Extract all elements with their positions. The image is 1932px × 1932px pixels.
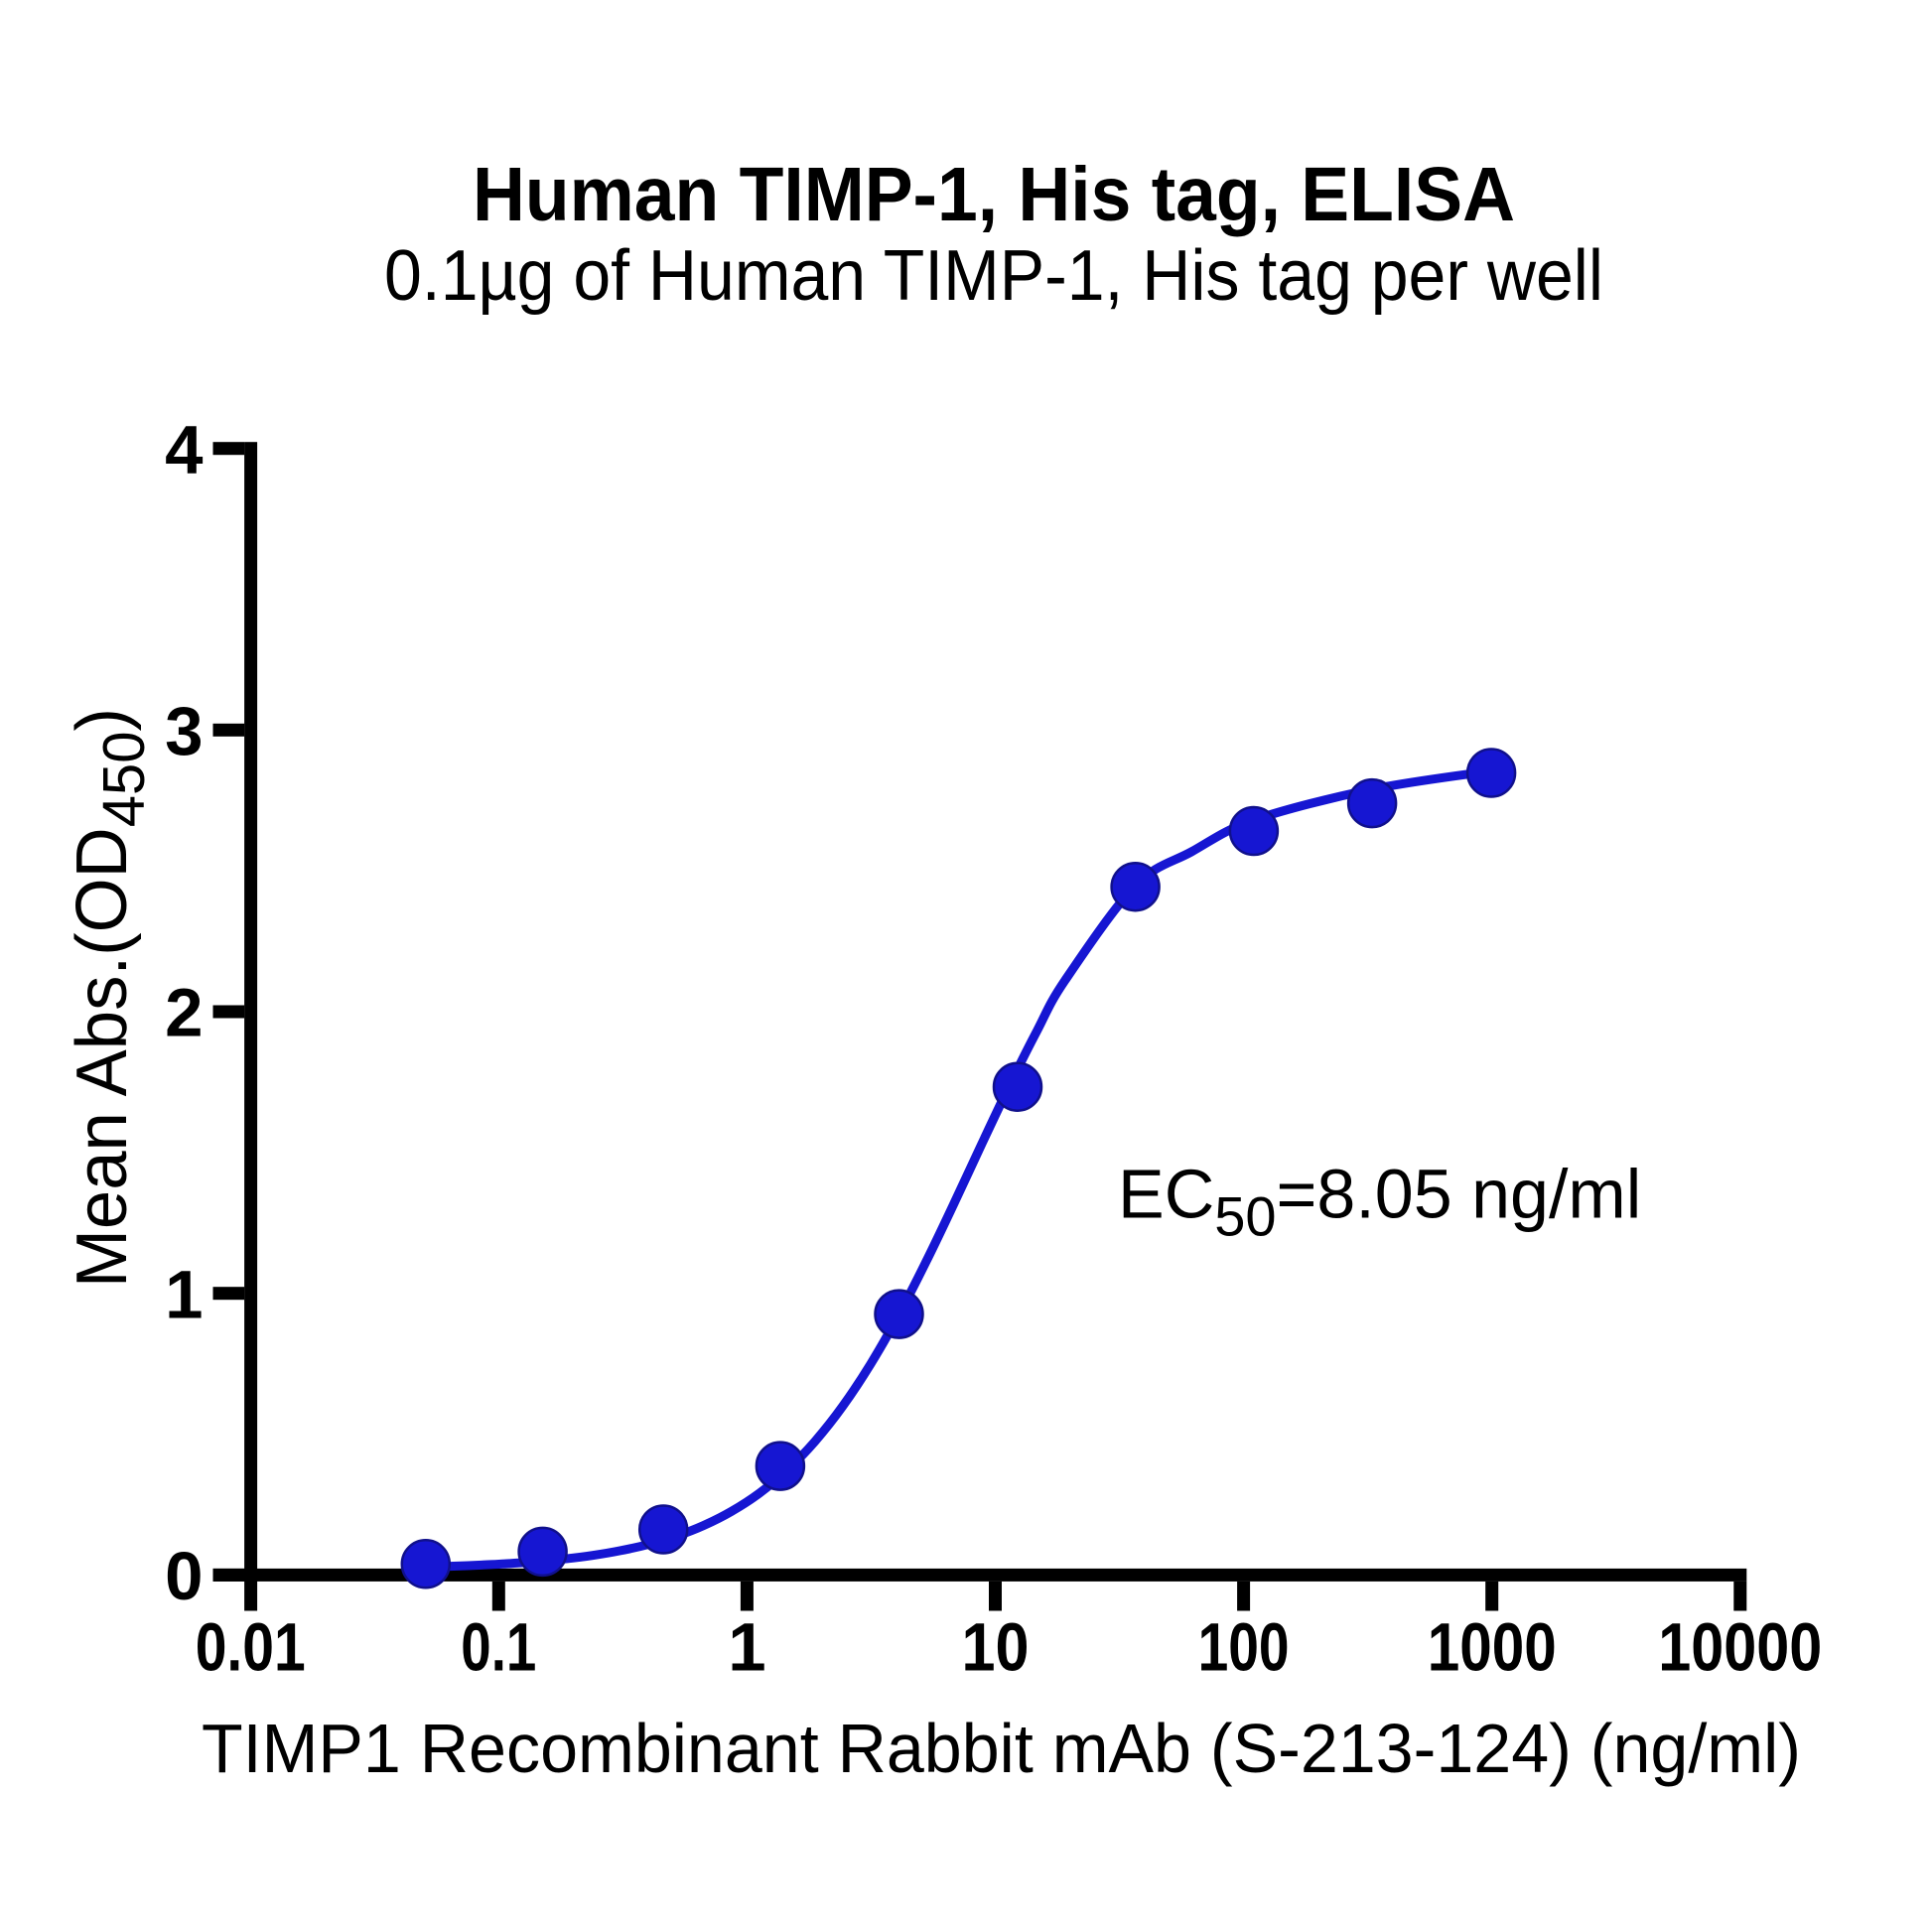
svg-text:1000: 1000 bbox=[1428, 1609, 1557, 1686]
svg-text:0.1µg of Human TIMP-1, His tag: 0.1µg of Human TIMP-1, His tag per well bbox=[384, 236, 1603, 316]
svg-text:4: 4 bbox=[165, 411, 203, 487]
svg-text:2: 2 bbox=[165, 975, 203, 1051]
svg-text:3: 3 bbox=[165, 693, 203, 769]
svg-text:TIMP1 Recombinant Rabbit mAb (: TIMP1 Recombinant Rabbit mAb (S-213-124)… bbox=[202, 1710, 1801, 1787]
svg-text:10000: 10000 bbox=[1658, 1609, 1822, 1686]
svg-text:1: 1 bbox=[728, 1609, 765, 1686]
svg-text:1: 1 bbox=[165, 1256, 203, 1332]
svg-text:100: 100 bbox=[1198, 1609, 1290, 1686]
svg-text:0.01: 0.01 bbox=[196, 1609, 306, 1686]
svg-text:0: 0 bbox=[165, 1538, 203, 1614]
svg-text:0.1: 0.1 bbox=[461, 1609, 536, 1686]
svg-text:EC50=8.05 ng/ml: EC50=8.05 ng/ml bbox=[1118, 1156, 1641, 1248]
svg-text:10: 10 bbox=[962, 1609, 1030, 1686]
svg-text:Human TIMP-1, His tag, ELISA: Human TIMP-1, His tag, ELISA bbox=[473, 152, 1515, 237]
